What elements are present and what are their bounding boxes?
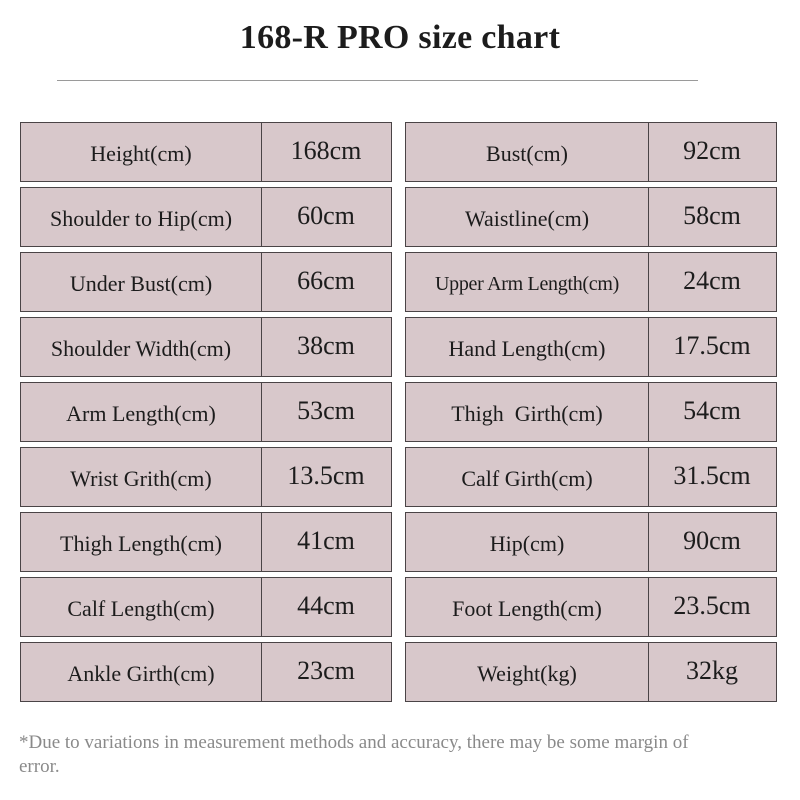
measurement-label: Thigh Length(cm) xyxy=(60,531,222,556)
measurement-label: Hip(cm) xyxy=(489,531,565,556)
measurement-label: Wrist Grith(cm) xyxy=(70,466,212,491)
measurement-label: Upper Arm Length(cm) xyxy=(435,272,619,295)
measurement-label: Calf Length(cm) xyxy=(67,596,215,621)
measurement-label: Hand Length(cm) xyxy=(448,336,606,361)
measurement-value: 24cm xyxy=(648,253,775,311)
measurement-value: 23.5cm xyxy=(648,578,775,636)
measurement-value: 92cm xyxy=(648,123,775,181)
measurement-value: 60cm xyxy=(261,188,390,246)
table-row: Thigh Girth(cm) 54cm xyxy=(405,382,777,442)
table-row: Thigh Length(cm) 41cm xyxy=(20,512,392,572)
table-row: Wrist Grith(cm) 13.5cm xyxy=(20,447,392,507)
measurement-value: 90cm xyxy=(648,513,775,571)
table-row: Bust(cm) 92cm xyxy=(405,122,777,182)
measurement-value: 31.5cm xyxy=(648,448,775,506)
table-row: Upper Arm Length(cm) 24cm xyxy=(405,252,777,312)
table-row: Shoulder Width(cm) 38cm xyxy=(20,317,392,377)
measurement-label: Ankle Girth(cm) xyxy=(67,661,215,686)
measurement-label: Calf Girth(cm) xyxy=(461,466,593,491)
measurement-label: Waistline(cm) xyxy=(464,206,590,231)
table-row: Weight(kg) 32kg xyxy=(405,642,777,702)
page-title: 168-R PRO size chart xyxy=(239,19,561,56)
table-row: Height(cm) 168cm xyxy=(20,122,392,182)
disclaimer-footnote: *Due to variations in measurement method… xyxy=(19,732,689,777)
table-row: Waistline(cm) 58cm xyxy=(405,187,777,247)
measurement-value: 32kg xyxy=(648,643,775,701)
measurement-value: 41cm xyxy=(261,513,390,571)
table-row: Ankle Girth(cm) 23cm xyxy=(20,642,392,702)
measurement-value: 168cm xyxy=(261,123,390,181)
table-row: Calf Length(cm) 44cm xyxy=(20,577,392,637)
measurement-value: 44cm xyxy=(261,578,390,636)
title-divider xyxy=(57,80,698,81)
measurement-label: Shoulder to Hip(cm) xyxy=(49,206,233,231)
measurement-label: Shoulder Width(cm) xyxy=(50,336,232,361)
measurement-label: Thigh Girth(cm) xyxy=(451,401,603,426)
measurement-label: Bust(cm) xyxy=(486,141,568,166)
measurement-label: Height(cm) xyxy=(90,141,192,166)
measurement-value: 53cm xyxy=(261,383,390,441)
measurement-value: 13.5cm xyxy=(261,448,390,506)
measurement-value: 23cm xyxy=(261,643,390,701)
table-row: Shoulder to Hip(cm) 60cm xyxy=(20,187,392,247)
table-row: Hand Length(cm) 17.5cm xyxy=(405,317,777,377)
measurement-value: 17.5cm xyxy=(648,318,775,376)
measurement-label: Foot Length(cm) xyxy=(452,596,602,621)
measurement-value: 58cm xyxy=(648,188,775,246)
table-row: Under Bust(cm) 66cm xyxy=(20,252,392,312)
measurement-value: 66cm xyxy=(261,253,390,311)
table-row: Foot Length(cm) 23.5cm xyxy=(405,577,777,637)
table-row: Hip(cm) 90cm xyxy=(405,512,777,572)
size-table-left: Height(cm) 168cm Shoulder to Hip(cm) 60c… xyxy=(20,122,392,707)
measurement-label: Under Bust(cm) xyxy=(69,271,213,296)
measurement-label: Arm Length(cm) xyxy=(66,401,216,426)
table-row: Calf Girth(cm) 31.5cm xyxy=(405,447,777,507)
measurement-value: 38cm xyxy=(261,318,390,376)
measurement-label: Weight(kg) xyxy=(477,661,577,686)
measurement-value: 54cm xyxy=(648,383,775,441)
size-table-right: Bust(cm) 92cm Waistline(cm) 58cm Upper A… xyxy=(405,122,777,707)
table-row: Arm Length(cm) 53cm xyxy=(20,382,392,442)
